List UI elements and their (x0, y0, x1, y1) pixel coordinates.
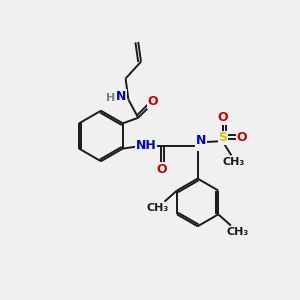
Text: O: O (236, 130, 247, 144)
Text: NH: NH (136, 139, 156, 152)
Text: N: N (196, 134, 206, 147)
Text: CH₃: CH₃ (146, 203, 169, 213)
Text: S: S (218, 131, 227, 144)
Text: H: H (106, 93, 116, 103)
Text: N: N (116, 90, 126, 103)
Text: CH₃: CH₃ (223, 157, 245, 167)
Text: O: O (156, 163, 166, 176)
Text: O: O (148, 95, 158, 108)
Text: CH₃: CH₃ (227, 227, 249, 237)
Text: O: O (218, 111, 228, 124)
